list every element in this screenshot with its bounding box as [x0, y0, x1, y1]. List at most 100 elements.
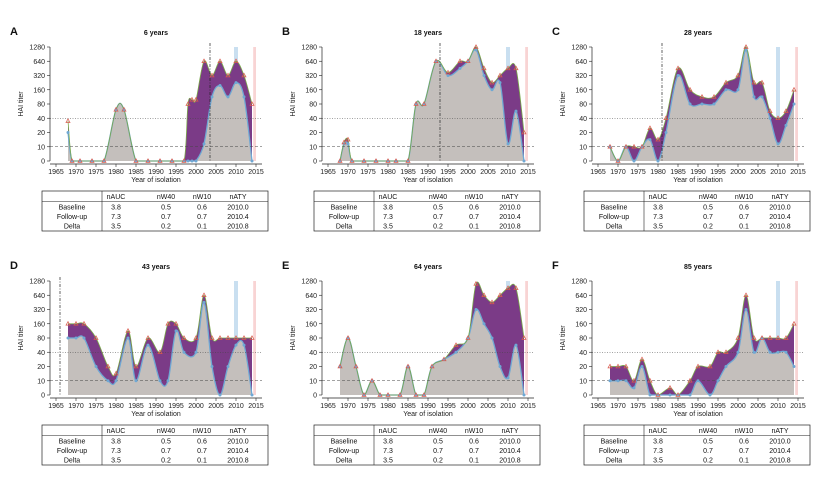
table-row-label: Delta	[606, 224, 622, 231]
followup-point	[687, 86, 693, 92]
baseline-point	[210, 365, 214, 368]
baseline-point	[522, 159, 526, 163]
x-tick-label: 1965	[590, 169, 606, 176]
y-tick-label: 0	[41, 159, 45, 166]
x-tick-label: 1985	[400, 169, 416, 176]
baseline-point	[114, 379, 118, 383]
x-tick-label: 1995	[440, 169, 456, 176]
followup-point	[345, 335, 351, 340]
table-row-label: Baseline	[59, 205, 86, 212]
y-tick-label: 320	[575, 307, 587, 314]
table-cell: 3.5	[383, 458, 393, 465]
table-row-label: Delta	[64, 458, 80, 465]
followup-point	[513, 65, 519, 71]
followup-line	[609, 46, 795, 162]
baseline-point	[66, 336, 70, 340]
table-cell: 0.6	[739, 439, 749, 446]
baseline-point	[632, 159, 636, 163]
panel-title: 18 years	[414, 30, 442, 37]
band-blue	[776, 47, 780, 161]
x-tick-label: 2000	[730, 169, 746, 176]
y-tick-label: 40	[309, 116, 317, 123]
baseline-point	[624, 379, 628, 383]
followup-point	[341, 139, 347, 145]
followup-point	[743, 44, 749, 49]
followup-point	[655, 392, 661, 397]
followup-point	[767, 108, 773, 113]
table-header: nW40	[699, 194, 717, 201]
followup-point	[433, 58, 439, 63]
baseline-point	[234, 81, 238, 85]
baseline-point	[202, 300, 206, 304]
table-cell: 3.8	[383, 439, 393, 446]
baseline-point	[784, 350, 788, 354]
followup-point	[489, 299, 495, 305]
table-cell: 0.7	[703, 214, 713, 221]
table-cell: 3.5	[653, 224, 663, 231]
summary-table: nAUC nW40 nW10 nATY Baseline 3.8 0.5 0.6 2010.0 F…	[313, 424, 541, 466]
followup-point	[81, 320, 87, 326]
y-tick-label: 10	[309, 378, 317, 385]
panel-letter: F	[552, 260, 559, 272]
followup-point	[105, 363, 111, 369]
x-tick-label: 2015	[790, 169, 806, 176]
table-cell: 0.2	[161, 224, 171, 231]
table-header: nW10	[465, 194, 483, 201]
followup-point	[639, 356, 645, 362]
followup-point	[133, 158, 139, 163]
x-tick-label: 2005	[750, 169, 766, 176]
baseline-point	[648, 138, 652, 142]
baseline-area	[340, 309, 524, 395]
x-tick-label: 1975	[360, 403, 376, 410]
followup-point	[101, 158, 107, 163]
panel-E: E 64 years 0 10 20 40 80 160 320 640 1280 1965 1970 1…	[282, 260, 541, 466]
x-tick-label: 1970	[68, 403, 84, 410]
y-tick-label: 160	[33, 87, 45, 94]
x-tick-label: 1995	[440, 403, 456, 410]
band-red	[525, 47, 528, 161]
followup-point	[225, 335, 231, 340]
y-tick-label: 320	[305, 73, 317, 80]
y-tick-label: 160	[575, 321, 587, 328]
table-cell: 3.5	[111, 458, 121, 465]
table-header: nAUC	[649, 194, 668, 201]
y-tick-label: 20	[579, 130, 587, 137]
y-tick-label: 80	[309, 336, 317, 343]
panel-title: 28 years	[684, 30, 712, 37]
followup-point	[93, 335, 99, 340]
table-header: nW10	[193, 194, 211, 201]
baseline-point	[688, 393, 692, 397]
y-tick-label: 20	[309, 130, 317, 137]
y-tick-label: 1280	[571, 45, 587, 52]
increase-area	[68, 60, 252, 161]
followup-point	[655, 136, 661, 142]
y-tick-label: 40	[579, 350, 587, 357]
y-axis-label: HAI titer	[290, 325, 297, 351]
table-row-label: Delta	[336, 224, 352, 231]
baseline-point	[66, 131, 70, 134]
table-header: nW10	[193, 428, 211, 435]
x-tick-label: 1975	[630, 169, 646, 176]
x-tick-label: 1990	[148, 169, 164, 176]
baseline-point	[514, 109, 518, 113]
table-cell: 0.7	[739, 448, 749, 455]
followup-point	[751, 335, 757, 340]
baseline-point	[752, 350, 756, 354]
y-tick-label: 20	[309, 364, 317, 371]
followup-point	[711, 93, 717, 99]
baseline-point	[210, 95, 214, 99]
baseline-point	[716, 379, 720, 383]
x-tick-label: 1995	[710, 403, 726, 410]
followup-point	[465, 335, 471, 340]
baseline-point	[250, 159, 254, 163]
table-cell: 2010.8	[769, 224, 791, 231]
baseline-point	[776, 142, 780, 146]
x-tick-label: 2015	[520, 403, 536, 410]
followup-point	[377, 392, 383, 397]
y-tick-label: 10	[579, 144, 587, 151]
y-axis-label: HAI titer	[18, 91, 25, 117]
followup-point	[623, 363, 629, 369]
followup-point	[441, 356, 447, 362]
baseline-point	[664, 131, 668, 134]
table-row-label: Baseline	[59, 439, 86, 446]
